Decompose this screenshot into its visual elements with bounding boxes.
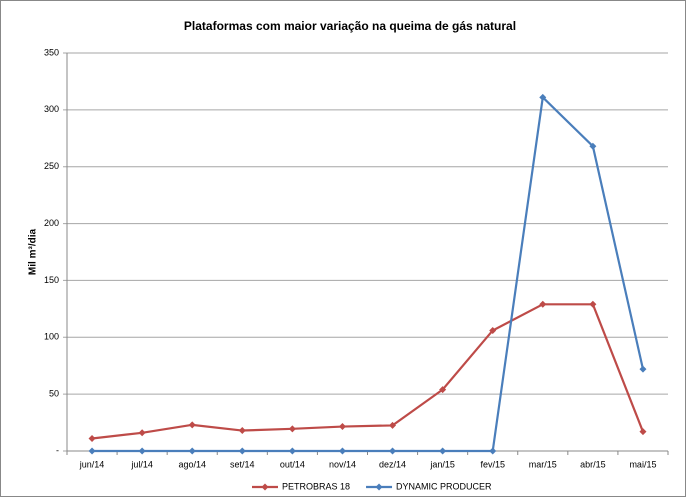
x-tick-label: mar/15 [529,459,557,469]
y-tick-label: 200 [44,218,59,228]
data-point [138,447,146,455]
x-tick-label: jul/14 [130,459,153,469]
data-point [288,425,296,433]
data-point [439,447,447,455]
legend-label: DYNAMIC PRODUCER [396,481,492,491]
series-line [91,303,644,440]
data-point [639,428,647,436]
x-tick-label: fev/15 [480,459,505,469]
series-line [92,95,645,453]
data-point [589,300,597,308]
x-tick-label: set/14 [230,459,255,469]
data-point [439,386,447,394]
y-tick-label: 150 [44,275,59,285]
data-point [188,447,196,455]
data-point [238,447,246,455]
data-point [338,447,346,455]
data-point [489,447,497,455]
data-point [389,421,397,429]
data-point [539,300,547,308]
y-tick-label: 100 [44,332,59,342]
data-point [489,326,497,334]
y-axis-label: Mil m³/dia [28,229,39,276]
x-tick-label: jun/14 [79,459,105,469]
y-tick-label: 300 [44,104,59,114]
y-tick-label: 350 [44,47,59,57]
x-tick-label: out/14 [280,459,305,469]
x-tick-label: nov/14 [329,459,356,469]
data-point [188,421,196,429]
x-tick-label: ago/14 [178,459,206,469]
y-tick-label: - [56,445,59,455]
data-point [539,93,547,101]
y-tick-label: 50 [49,389,59,399]
chart-title: Plataformas com maior variação na queima… [184,19,516,33]
x-tick-label: abr/15 [580,459,606,469]
legend-label: PETROBRAS 18 [282,481,350,491]
legend-marker [261,483,269,491]
data-point [88,447,96,455]
data-point [338,423,346,431]
x-tick-label: mai/15 [629,459,656,469]
x-tick-label: dez/14 [379,459,406,469]
data-point [288,447,296,455]
legend-marker [375,483,383,491]
data-point [88,434,96,442]
data-point [238,427,246,435]
data-point [589,142,597,150]
data-point [138,429,146,437]
data-point [639,365,647,373]
data-point [389,447,397,455]
x-tick-label: jan/15 [429,459,455,469]
y-tick-label: 250 [44,161,59,171]
